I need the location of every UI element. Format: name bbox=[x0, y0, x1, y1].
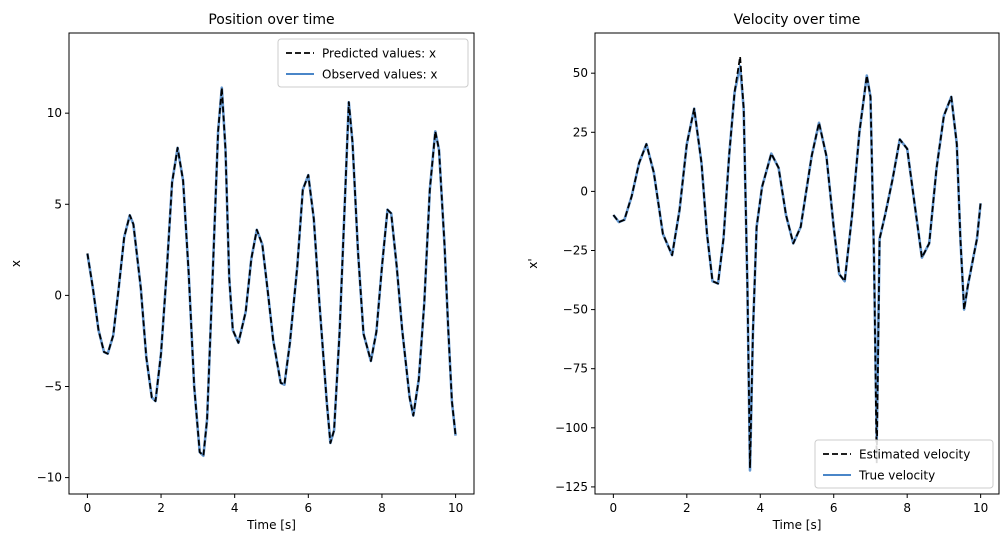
y-tick-label: 5 bbox=[54, 197, 62, 211]
panel-1: Position over time 0 2 4 6 8 10 −10 −5 0 5 10 Time [… bbox=[9, 12, 475, 532]
panel-2: Velocity over time 0 2 4 6 8 10 −125 −100 −75 −50 −… bbox=[526, 12, 1000, 532]
series-group bbox=[86, 86, 457, 457]
y-tick-label: −5 bbox=[44, 379, 62, 393]
y-axis-label: x' bbox=[526, 258, 540, 268]
legend-label: Predicted values: x bbox=[322, 47, 436, 61]
x-tick-label: 10 bbox=[973, 501, 988, 515]
y-tick-label: −100 bbox=[555, 421, 588, 435]
y-tick-label: 10 bbox=[47, 106, 62, 120]
chart-title: Velocity over time bbox=[734, 12, 861, 28]
legend-label: True velocity bbox=[858, 469, 935, 483]
axes-frame bbox=[594, 32, 1000, 495]
chart-title: Position over time bbox=[208, 12, 334, 28]
x-tick-label: 4 bbox=[756, 501, 764, 515]
legend-box bbox=[814, 439, 994, 489]
x-tick-label: 4 bbox=[231, 501, 239, 515]
y-tick-label: 25 bbox=[573, 125, 588, 139]
y-tick-label: −10 bbox=[37, 471, 62, 485]
legend-label: Estimated velocity bbox=[859, 448, 970, 462]
x-axis-label: Time [s] bbox=[772, 518, 822, 532]
series-line-solid bbox=[612, 64, 982, 472]
axes-frame bbox=[68, 32, 475, 495]
x-tick-label: 10 bbox=[448, 501, 463, 515]
y-tick-label: −75 bbox=[563, 362, 588, 376]
x-tick-label: 0 bbox=[610, 501, 618, 515]
x-tick-label: 2 bbox=[683, 501, 691, 515]
legend-label: Observed values: x bbox=[322, 68, 438, 82]
y-axis-label: x bbox=[9, 260, 23, 267]
x-tick-label: 6 bbox=[830, 501, 838, 515]
y-tick-label: 0 bbox=[580, 184, 588, 198]
legend: Estimated velocity True velocity bbox=[814, 439, 994, 489]
y-tick-label: −50 bbox=[563, 303, 588, 317]
y-tick-label: 0 bbox=[54, 288, 62, 302]
series-line-dashed bbox=[612, 55, 982, 469]
x-tick-label: 8 bbox=[378, 501, 386, 515]
y-tick-label: 50 bbox=[573, 66, 588, 80]
x-axis-label: Time [s] bbox=[246, 518, 296, 532]
series-line-solid bbox=[86, 86, 457, 457]
y-tick-label: −25 bbox=[563, 243, 588, 257]
x-tick-label: 8 bbox=[903, 501, 911, 515]
legend: Predicted values: x Observed values: x bbox=[277, 38, 469, 88]
x-tick-label: 2 bbox=[157, 501, 165, 515]
x-tick-label: 6 bbox=[304, 501, 312, 515]
series-line-dashed bbox=[86, 86, 457, 457]
series-group bbox=[612, 55, 982, 472]
legend-box bbox=[277, 38, 469, 88]
x-tick-label: 0 bbox=[84, 501, 92, 515]
y-tick-label: −125 bbox=[555, 480, 588, 494]
